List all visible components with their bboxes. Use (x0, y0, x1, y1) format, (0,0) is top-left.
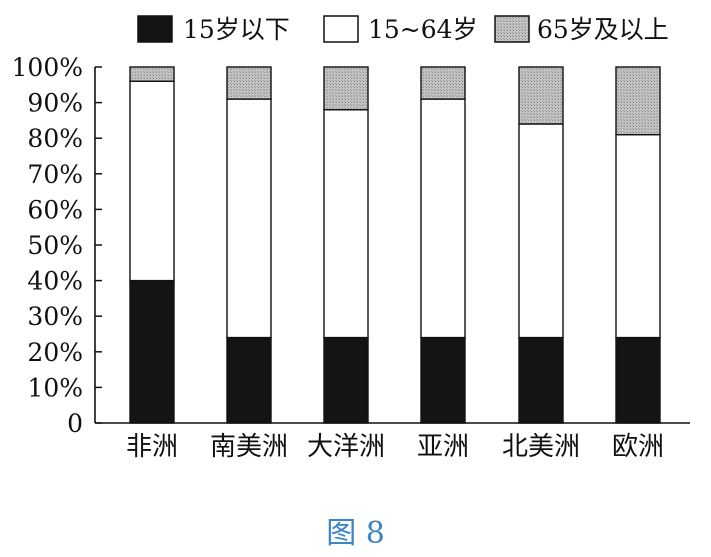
bar-segment-under-15 (226, 336, 272, 424)
bar-segment-15-64 (420, 98, 466, 339)
bar-segment-15-64 (129, 80, 175, 282)
x-category-label: 非洲 (126, 432, 178, 462)
bar-segment-65-plus (518, 66, 564, 125)
bars (129, 66, 661, 424)
y-tick-label: 70% (27, 160, 83, 189)
bar-segment-under-15 (420, 336, 466, 424)
axes: 0 10% 20% 30% 40% 50% 60% 70% 80% 90% 100% (12, 53, 690, 438)
bar-segment-65-plus (615, 66, 661, 136)
x-category-label: 大洋洲 (307, 432, 385, 462)
bar-segment-under-15 (518, 336, 564, 424)
bar-segment-15-64 (518, 123, 564, 339)
y-tick-label: 60% (27, 195, 83, 224)
legend-swatch (137, 15, 173, 43)
legend-swatch (494, 15, 530, 43)
legend-swatch (323, 15, 359, 43)
legend: 15岁以下 15~64岁 65岁及以上 (137, 15, 669, 44)
bar-segment-65-plus (226, 66, 272, 100)
y-tick-label: 20% (27, 338, 83, 367)
x-category-label: 南美洲 (210, 432, 288, 462)
y-tick-label: 90% (27, 89, 83, 118)
legend-label: 15~64岁 (368, 15, 478, 44)
y-tick-label: 30% (27, 302, 83, 331)
y-tick-label: 100% (12, 53, 83, 82)
legend-label: 65岁及以上 (537, 15, 669, 44)
y-tick-label: 40% (27, 267, 83, 296)
bar-segment-65-plus (129, 66, 175, 82)
bar-segment-under-15 (129, 279, 175, 424)
bar-segment-65-plus (323, 66, 369, 111)
bar-segment-15-64 (615, 133, 661, 339)
y-tick-label: 80% (27, 124, 83, 153)
figure-caption: 图 8 (326, 516, 385, 551)
y-tick-label: 50% (27, 231, 83, 260)
stacked-bar-chart: 15岁以下 15~64岁 65岁及以上 0 10% 20% 30% 40% 50% 60% 70%… (12, 15, 690, 462)
legend-label: 15岁以下 (183, 15, 290, 44)
bar-segment-65-plus (420, 66, 466, 100)
bar-segment-15-64 (226, 98, 272, 339)
x-category-label: 亚洲 (417, 432, 469, 462)
bar-segment-under-15 (323, 336, 369, 424)
y-tick-label: 10% (27, 373, 83, 402)
x-category-label: 欧洲 (612, 432, 664, 462)
bar-segment-15-64 (323, 109, 369, 339)
bar-segment-under-15 (615, 336, 661, 424)
y-tick-label: 0 (67, 409, 83, 438)
x-axis-labels: 非洲 南美洲 大洋洲 亚洲 北美洲 欧洲 (126, 432, 664, 462)
x-category-label: 北美洲 (502, 432, 580, 462)
